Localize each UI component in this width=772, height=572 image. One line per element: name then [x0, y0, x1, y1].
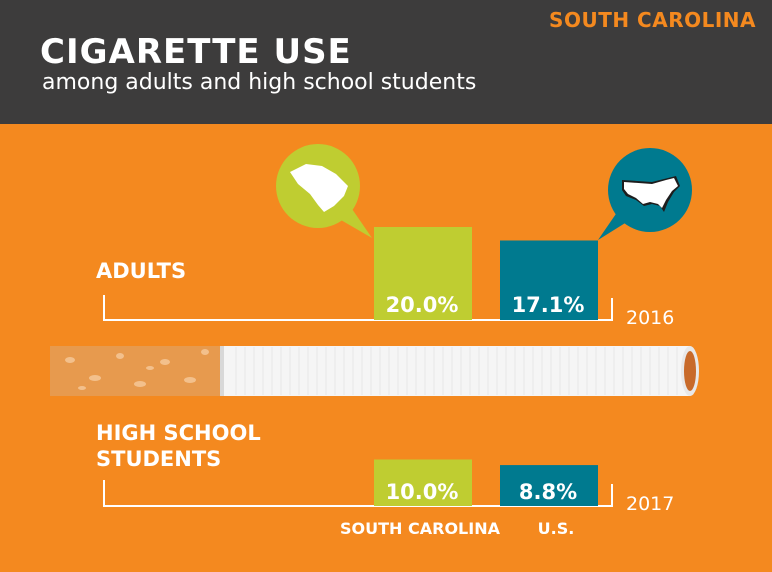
category-label-us: U.S.: [538, 519, 575, 538]
year-label-2016: 2016: [626, 307, 674, 329]
bar-adults-us: [500, 240, 598, 320]
bar-adults-south-carolina: [374, 227, 472, 320]
value-label-high-school-us: 8.8%: [519, 480, 577, 504]
header-banner: SOUTH CAROLINA CIGARETTE USE among adult…: [0, 0, 772, 124]
page-subtitle: among adults and high school students: [42, 70, 477, 95]
page-title: CIGARETTE USE: [40, 32, 352, 72]
category-label-south-carolina: SOUTH CAROLINA: [340, 519, 501, 538]
state-tag: SOUTH CAROLINA: [549, 8, 756, 32]
value-label-high-school-south-carolina: 10.0%: [386, 480, 459, 504]
group-label-students: STUDENTS: [96, 447, 221, 471]
cigarette-illustration: [50, 346, 699, 396]
baseline-adults: [103, 295, 613, 321]
value-label-adults-south-carolina: 20.0%: [386, 293, 459, 317]
value-label-adults-us: 17.1%: [512, 293, 585, 317]
bar-high-school-us: [500, 465, 598, 506]
bar-high-school-south-carolina: [374, 459, 472, 506]
group-label-adults: ADULTS: [96, 259, 186, 283]
group-label-high-school: HIGH SCHOOL: [96, 421, 261, 445]
south-carolina-map-icon: [276, 144, 372, 238]
year-label-2017: 2017: [626, 493, 674, 515]
baseline-high-school: [103, 480, 613, 507]
us-map-icon: [598, 148, 692, 240]
